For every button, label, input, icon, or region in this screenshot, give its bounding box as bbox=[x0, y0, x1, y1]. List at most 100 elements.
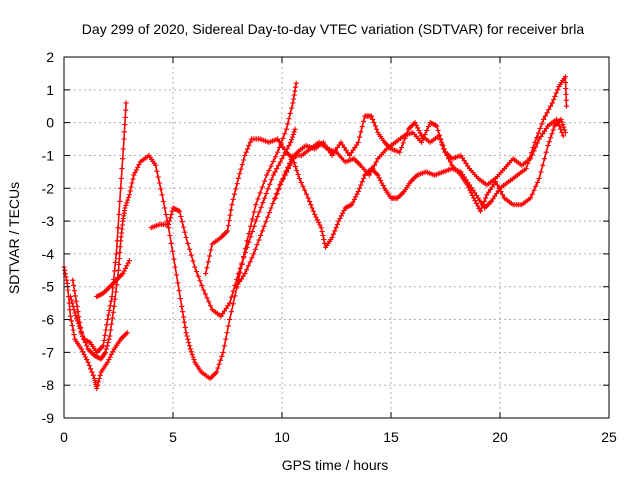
data-marker bbox=[248, 234, 254, 240]
data-marker bbox=[122, 122, 128, 128]
data-point bbox=[227, 300, 233, 306]
data-marker bbox=[291, 96, 297, 102]
series-arc-8 bbox=[272, 116, 568, 214]
data-marker bbox=[266, 168, 272, 174]
data-marker bbox=[498, 189, 504, 195]
data-marker bbox=[81, 351, 87, 357]
data-marker bbox=[65, 287, 71, 293]
data-marker bbox=[309, 205, 315, 211]
data-marker bbox=[285, 121, 291, 127]
data-marker bbox=[182, 229, 188, 235]
data-point bbox=[67, 313, 74, 319]
y-tick-label: -6 bbox=[42, 312, 55, 328]
data-marker bbox=[292, 164, 299, 170]
data-marker bbox=[254, 242, 260, 248]
data-marker bbox=[472, 198, 478, 204]
data-marker bbox=[95, 382, 101, 388]
data-marker bbox=[286, 143, 292, 149]
data-point bbox=[412, 120, 418, 126]
data-marker bbox=[281, 152, 287, 159]
data-marker bbox=[549, 131, 555, 137]
data-marker bbox=[82, 339, 88, 346]
data-marker bbox=[163, 211, 169, 218]
data-marker bbox=[467, 187, 473, 193]
data-marker bbox=[541, 128, 548, 134]
data-marker bbox=[289, 134, 296, 140]
data-point bbox=[235, 271, 241, 277]
data-marker bbox=[224, 330, 230, 336]
data-point bbox=[126, 257, 132, 264]
data-point bbox=[218, 313, 224, 319]
data-point bbox=[123, 100, 129, 106]
data-marker bbox=[162, 205, 168, 211]
data-marker bbox=[130, 176, 136, 182]
data-marker bbox=[230, 301, 236, 307]
data-marker bbox=[553, 90, 559, 96]
data-marker bbox=[439, 141, 445, 147]
y-tick-label: -4 bbox=[42, 246, 55, 262]
data-marker bbox=[534, 179, 541, 185]
data-marker bbox=[531, 148, 537, 154]
data-marker bbox=[95, 379, 101, 385]
data-marker bbox=[303, 191, 309, 197]
data-marker bbox=[180, 224, 187, 230]
data-marker bbox=[274, 166, 280, 172]
data-point bbox=[375, 172, 381, 178]
data-marker bbox=[106, 336, 112, 342]
data-point bbox=[244, 244, 250, 250]
data-marker bbox=[374, 126, 380, 132]
data-point bbox=[270, 172, 276, 178]
data-marker bbox=[358, 182, 364, 188]
data-marker bbox=[81, 336, 87, 342]
data-marker bbox=[71, 288, 78, 294]
data-marker bbox=[420, 135, 426, 141]
data-marker bbox=[185, 240, 191, 246]
data-marker bbox=[187, 343, 193, 349]
data-marker bbox=[245, 263, 251, 269]
data-marker bbox=[117, 244, 123, 250]
y-tick-label: -5 bbox=[42, 279, 55, 295]
data-point bbox=[179, 303, 185, 309]
data-point bbox=[253, 202, 259, 208]
data-marker bbox=[332, 228, 338, 234]
data-point bbox=[118, 185, 124, 191]
data-marker bbox=[261, 223, 267, 229]
data-marker bbox=[533, 144, 539, 150]
data-marker bbox=[62, 267, 68, 273]
data-marker bbox=[279, 177, 285, 183]
data-point bbox=[477, 208, 483, 214]
data-marker bbox=[360, 175, 367, 181]
data-marker bbox=[542, 113, 548, 119]
data-marker bbox=[402, 135, 408, 141]
x-tick-label: 5 bbox=[169, 429, 177, 445]
data-marker bbox=[135, 164, 141, 170]
data-marker bbox=[193, 269, 200, 275]
data-marker bbox=[246, 143, 252, 149]
data-marker bbox=[206, 299, 212, 305]
data-marker bbox=[360, 118, 367, 124]
data-marker bbox=[249, 229, 255, 235]
data-point bbox=[318, 225, 324, 231]
data-point bbox=[166, 221, 172, 227]
data-point bbox=[192, 264, 198, 270]
data-marker bbox=[104, 343, 110, 349]
data-marker bbox=[124, 200, 130, 206]
data-marker bbox=[167, 232, 173, 239]
data-point bbox=[290, 100, 296, 106]
data-point bbox=[549, 100, 555, 106]
data-marker bbox=[558, 126, 564, 132]
data-marker bbox=[70, 327, 76, 333]
data-marker bbox=[97, 372, 103, 378]
data-marker bbox=[170, 248, 176, 254]
data-marker bbox=[255, 213, 261, 220]
data-marker bbox=[272, 196, 278, 202]
data-marker bbox=[228, 294, 234, 300]
data-marker bbox=[544, 110, 550, 116]
data-point bbox=[111, 303, 117, 309]
data-marker bbox=[156, 180, 163, 186]
data-marker bbox=[185, 336, 191, 342]
data-marker bbox=[422, 131, 428, 138]
data-marker bbox=[276, 186, 282, 192]
data-marker bbox=[205, 259, 211, 265]
data-point bbox=[563, 103, 570, 109]
